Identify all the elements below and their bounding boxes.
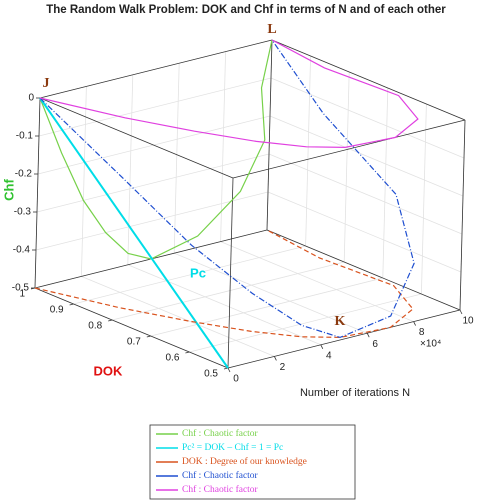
tick-mark xyxy=(459,309,463,315)
z-tick-label: -0.5 xyxy=(12,283,30,294)
y-tick-label: 0.7 xyxy=(127,337,141,348)
legend-label: Chf : Chaotic factor xyxy=(182,470,259,481)
grid-line xyxy=(174,252,368,334)
tick-mark xyxy=(274,356,277,361)
annotation: K xyxy=(335,314,346,329)
box-edge xyxy=(34,287,229,369)
series-line xyxy=(39,39,415,339)
tick-mark xyxy=(366,333,370,338)
grid-line xyxy=(269,115,464,197)
grid-line xyxy=(268,153,463,235)
tick-mark xyxy=(227,367,231,373)
box-edge xyxy=(39,39,273,99)
grid-line xyxy=(343,71,350,263)
grid-line xyxy=(127,264,321,346)
x-tick-label: 6 xyxy=(372,339,378,350)
tick-mark xyxy=(185,351,190,354)
grid-line xyxy=(189,293,422,353)
legend-box xyxy=(149,424,356,500)
legend-label: Chf : Chaotic factor xyxy=(182,428,259,439)
y-tick-label: 0.9 xyxy=(50,305,64,316)
tick-mark xyxy=(108,319,113,322)
y-tick-label: 0.8 xyxy=(88,321,102,332)
grid-line xyxy=(220,51,226,242)
grid-line xyxy=(173,63,180,254)
z-tick-label: 0 xyxy=(28,93,34,104)
grid-line xyxy=(270,77,465,159)
box-edge xyxy=(271,39,466,121)
z-tick-label: -0.3 xyxy=(14,207,32,218)
y-tick-label: 1 xyxy=(19,289,25,300)
box-edge xyxy=(266,229,461,311)
annotation: Pc xyxy=(190,265,206,280)
annotation: L xyxy=(267,22,276,37)
box-edge xyxy=(34,97,41,289)
box-edge xyxy=(227,177,234,369)
grid-line xyxy=(81,86,87,277)
x-tick-label: 8 xyxy=(419,327,425,338)
grid-line xyxy=(36,153,270,213)
z-tick-label: -0.2 xyxy=(15,169,33,180)
x-axis-label: Number of iterations N xyxy=(300,387,410,399)
tick-mark xyxy=(69,303,74,306)
x-tick-label: 4 xyxy=(326,350,332,361)
y-tick-label: 0.6 xyxy=(165,353,179,364)
y-axis-label: DOK xyxy=(94,363,124,378)
box-edge xyxy=(459,119,466,311)
legend-label: Pc² = DOK – Chf = 1 = Pc xyxy=(182,442,283,453)
grid-line xyxy=(150,277,383,337)
x-tick-label: 2 xyxy=(280,362,286,373)
x-tick-label: 10 xyxy=(462,316,474,327)
y-tick-label: 0.5 xyxy=(204,369,218,380)
grid-line xyxy=(421,103,427,295)
z-axis-label: Chf xyxy=(1,179,16,201)
annotation: J xyxy=(43,76,50,91)
grid-line xyxy=(267,191,462,273)
series-line xyxy=(39,39,419,149)
grid-line xyxy=(81,276,275,357)
box-edge xyxy=(227,309,461,369)
grid-line xyxy=(220,241,414,322)
x-multiplier: ×10⁴ xyxy=(420,339,441,350)
x-tick-label: 0 xyxy=(233,374,239,385)
box-edge xyxy=(232,119,466,179)
box-edge xyxy=(266,39,273,231)
grid-line xyxy=(38,77,272,137)
grid-line xyxy=(35,191,269,251)
grid-line xyxy=(127,74,134,265)
tick-mark xyxy=(320,344,324,349)
grid-line xyxy=(73,245,306,305)
tick-mark xyxy=(146,335,151,338)
grid-line xyxy=(305,55,311,247)
z-tick-label: -0.4 xyxy=(13,245,31,256)
legend-label: DOK : Degree of our knowledge xyxy=(182,456,307,467)
z-tick-label: -0.1 xyxy=(16,131,34,142)
legend-label: Chf : Chaotic factor xyxy=(182,484,259,495)
tick-mark xyxy=(413,321,416,326)
box-edge xyxy=(39,97,234,179)
series-line xyxy=(39,97,229,369)
chart-title: The Random Walk Problem: DOK and Chf in … xyxy=(46,4,446,16)
grid-line xyxy=(112,261,345,321)
